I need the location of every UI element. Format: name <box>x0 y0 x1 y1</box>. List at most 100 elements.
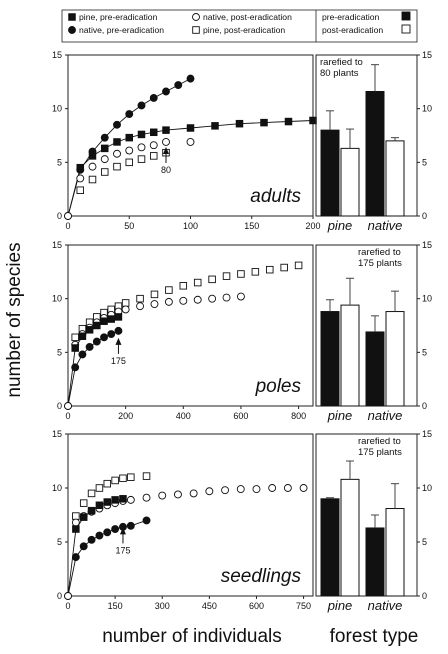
data-point <box>252 485 261 494</box>
bar <box>320 498 340 597</box>
data-point <box>193 295 202 304</box>
bar <box>340 304 360 407</box>
data-point <box>103 498 112 506</box>
data-point <box>79 513 88 521</box>
data-point <box>126 521 135 530</box>
data-point <box>76 174 85 183</box>
data-point <box>280 263 288 272</box>
data-point <box>85 343 94 351</box>
data-point <box>149 152 158 160</box>
data-point <box>150 290 159 299</box>
legend-marker <box>192 26 200 34</box>
data-point <box>92 337 101 346</box>
data-point <box>88 162 97 171</box>
data-point <box>87 535 96 544</box>
x-tick-label: 150 <box>108 601 123 611</box>
x-tick-label: 50 <box>124 221 134 231</box>
data-point <box>100 317 108 325</box>
data-point <box>179 282 188 290</box>
data-point <box>299 484 308 492</box>
data-point <box>72 512 80 520</box>
data-point <box>236 292 245 301</box>
data-point <box>71 553 80 562</box>
bar <box>385 140 405 217</box>
data-point <box>113 120 121 129</box>
category-label: pine <box>327 598 353 613</box>
x-tick-label: 100 <box>183 221 198 231</box>
y-tick-label: 0 <box>422 211 427 221</box>
bar <box>320 129 340 217</box>
x-tick-label: 600 <box>233 411 248 421</box>
data-point <box>125 146 134 155</box>
data-point <box>186 137 195 146</box>
x-tick-label: 0 <box>65 221 70 231</box>
y-tick-label: 5 <box>422 347 427 357</box>
annotation-arrowhead <box>119 527 126 535</box>
data-point <box>158 491 167 500</box>
y-tick-label: 0 <box>57 211 62 221</box>
legend-marker <box>68 26 76 34</box>
y-tick-label: 0 <box>422 591 427 601</box>
data-point <box>179 296 188 305</box>
data-point <box>64 592 72 600</box>
data-point <box>107 330 116 339</box>
data-point <box>121 305 130 314</box>
y-tick-label: 10 <box>422 294 432 304</box>
category-label: pine <box>327 218 353 233</box>
data-point <box>114 313 123 321</box>
data-point <box>162 126 170 134</box>
data-point <box>100 168 109 176</box>
data-point <box>76 163 84 172</box>
data-point <box>137 155 146 163</box>
data-point <box>113 138 121 146</box>
data-point <box>107 315 115 323</box>
data-point <box>78 332 87 340</box>
data-point <box>72 525 80 533</box>
data-point <box>164 297 173 306</box>
legend-swatch <box>401 11 411 21</box>
x-tick-label: 600 <box>249 601 264 611</box>
annotation-label: 80 <box>161 165 171 175</box>
y-tick-label: 15 <box>52 50 62 60</box>
rarefied-note: rarefied to <box>358 247 401 258</box>
rarefied-note: 80 plants <box>320 68 359 79</box>
data-point <box>294 261 303 270</box>
x-axis-label: number of individuals <box>102 626 282 647</box>
data-point <box>121 299 130 307</box>
x-tick-label: 800 <box>291 411 306 421</box>
rarefied-note: rarefied to <box>358 436 401 447</box>
data-point <box>119 495 127 503</box>
data-point <box>284 117 293 126</box>
data-point <box>103 479 112 488</box>
legend-label: native, post-eradication <box>203 12 292 22</box>
data-point <box>100 133 109 142</box>
legend-label: post-eradication <box>322 25 383 35</box>
y-tick-label: 0 <box>57 591 62 601</box>
data-point <box>222 293 231 302</box>
data-point <box>221 486 230 495</box>
bar <box>320 311 340 407</box>
data-point <box>103 528 112 537</box>
data-point <box>149 128 158 137</box>
y-axis-label: number of species <box>4 242 25 397</box>
data-point <box>236 485 245 494</box>
data-point <box>79 542 88 551</box>
legend-label: pine, post-eradication <box>203 25 285 35</box>
data-point <box>95 531 104 540</box>
data-point <box>142 516 151 525</box>
data-point <box>235 119 244 128</box>
data-point <box>142 493 151 502</box>
data-point <box>193 278 202 287</box>
legend-marker <box>192 13 200 21</box>
data-point <box>127 473 135 481</box>
bar <box>385 311 405 407</box>
data-point <box>88 152 97 160</box>
data-point <box>93 321 101 330</box>
data-point <box>309 116 317 125</box>
data-point <box>186 124 195 132</box>
x-tick-label: 200 <box>305 221 320 231</box>
y-tick-label: 15 <box>422 429 432 439</box>
